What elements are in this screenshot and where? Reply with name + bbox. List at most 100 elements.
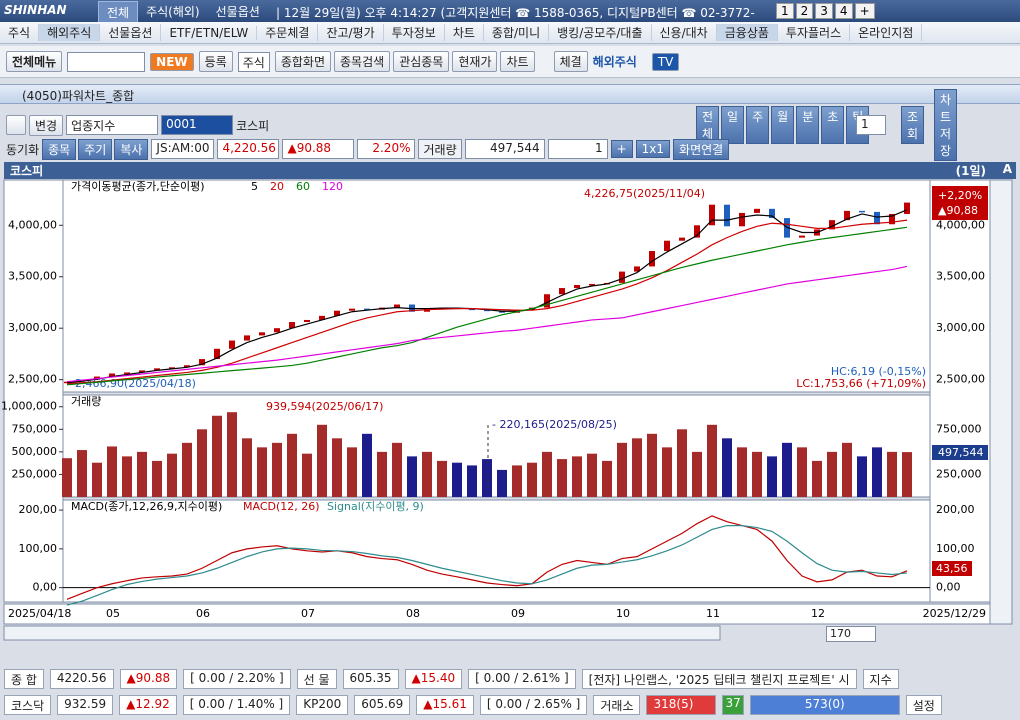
y-tick-label: 1,000,000 <box>1 400 57 413</box>
period-button[interactable]: 분 <box>796 106 820 144</box>
ticker-cell[interactable]: 선 물 <box>296 669 337 689</box>
ticker-cell[interactable]: 코스닥 <box>4 695 52 715</box>
candle <box>889 213 895 225</box>
tv-button[interactable]: TV <box>651 52 680 71</box>
unit-select[interactable]: 1 <box>547 139 608 159</box>
code-input[interactable]: 0001 <box>161 115 234 135</box>
plus-button[interactable]: + <box>610 140 633 158</box>
menu-item[interactable]: 신용/대차 <box>652 24 717 41</box>
toolbar-button[interactable]: 종합화면 <box>274 51 332 72</box>
ticker-cell[interactable]: ▲90.88 <box>119 669 178 689</box>
ticker-cell[interactable]: 설정 <box>905 695 942 715</box>
sync-button[interactable]: 종목 <box>42 138 77 160</box>
save-button[interactable]: 차트저장 <box>934 89 958 161</box>
layout-button[interactable]: 1x1 <box>635 140 671 158</box>
candle <box>694 225 700 238</box>
menu-item[interactable]: 주문체결 <box>257 24 319 41</box>
toolbar-button[interactable]: 관심종목 <box>393 51 450 72</box>
tab[interactable]: 전체 <box>98 1 139 24</box>
count-input[interactable]: 1 <box>856 115 886 135</box>
menu-item[interactable]: 주식 <box>0 24 40 41</box>
candle <box>904 202 910 214</box>
volume-bar <box>467 465 477 497</box>
y-tick-label: 3,500,00 <box>8 270 57 283</box>
tab[interactable]: 선물옵션 <box>215 5 260 19</box>
ticker-cell[interactable]: 4220.56 <box>49 669 114 689</box>
menu-item[interactable]: 차트 <box>445 24 484 41</box>
ticker-cell[interactable]: KP200 <box>296 695 349 715</box>
volume-bar <box>302 453 312 497</box>
menu-item[interactable]: 투자정보 <box>384 24 445 41</box>
sync-button[interactable]: 주기 <box>78 138 113 160</box>
tool-a[interactable]: A <box>1002 162 1012 176</box>
volume-bar <box>407 456 417 497</box>
period-button[interactable]: 월 <box>771 106 795 144</box>
ticker-cell[interactable]: 종 합 <box>4 669 44 689</box>
right-axis <box>929 179 991 603</box>
menu-item[interactable]: ETF/ETN/ELW <box>161 25 258 40</box>
volume: 497,544 <box>464 139 545 159</box>
page-button[interactable]: 2 <box>795 3 814 19</box>
link-button[interactable]: 화면연결 <box>673 138 730 160</box>
change-button[interactable]: 변경 <box>29 114 64 136</box>
period-button[interactable]: 일 <box>721 106 745 144</box>
volume-bar <box>152 460 162 497</box>
ticker-cell[interactable]: 37 <box>722 695 744 715</box>
toolbar-button[interactable]: 종목검색 <box>334 51 391 72</box>
ticker-cell[interactable]: ▲15.61 <box>416 695 474 715</box>
ticker-cell[interactable]: ▲12.92 <box>119 695 177 715</box>
menu-item[interactable]: 뱅킹/공모주/대출 <box>549 24 652 41</box>
register-button[interactable]: 등록 <box>198 51 233 72</box>
page-button[interactable]: 3 <box>815 3 833 19</box>
ticker-cell[interactable]: [ 0.00 / 2.61% ] <box>468 669 576 689</box>
rate: 2.20% <box>357 139 416 159</box>
ticker-cell[interactable]: 318(5) <box>646 695 717 715</box>
ticker-cell[interactable]: 605.69 <box>354 695 411 715</box>
overseas-link[interactable]: 해외주식 <box>592 55 637 69</box>
market-select[interactable]: 주식 <box>237 51 270 72</box>
ticker-cell[interactable]: [전자] 나인랩스, '2025 딥테크 챌린지 프로젝트' 시 <box>581 669 857 689</box>
ticker-cell[interactable]: 거래소 <box>593 695 641 715</box>
menu-item[interactable]: 해외주식 <box>39 24 101 41</box>
ticker-cell[interactable]: [ 0.00 / 2.20% ] <box>183 669 291 689</box>
menu-item[interactable]: 선물옵션 <box>100 24 162 41</box>
toolbar-button[interactable]: 현재가 <box>452 51 498 72</box>
ticker-cell[interactable]: [ 0.00 / 2.65% ] <box>479 695 588 715</box>
menu-item[interactable]: 금융상품 <box>716 24 778 41</box>
menu-item[interactable]: 잔고/평가 <box>318 24 384 41</box>
candle <box>244 335 250 341</box>
search-input[interactable] <box>67 51 146 72</box>
panel <box>62 499 931 603</box>
menu-item[interactable]: 투자플러스 <box>778 24 851 41</box>
ticker-cell[interactable]: 지수 <box>862 669 899 689</box>
page-button[interactable]: 4 <box>834 3 853 19</box>
menu-item[interactable]: 온라인지점 <box>850 24 923 41</box>
period-button[interactable]: 초 <box>821 106 845 144</box>
volume-bar <box>857 456 867 497</box>
page-button[interactable]: 1 <box>776 3 794 19</box>
ticker-cell[interactable]: [ 0.00 / 1.40% ] <box>182 695 291 715</box>
all-menu[interactable]: 전체메뉴 <box>6 51 63 72</box>
index-type[interactable]: 업종지수 <box>66 115 159 135</box>
period-button[interactable]: 주 <box>746 106 770 144</box>
page-button[interactable]: + <box>854 3 875 19</box>
period-button[interactable]: 전체 <box>696 106 720 144</box>
menu-item[interactable]: 종합/미니 <box>484 24 550 41</box>
new-button[interactable]: NEW <box>150 52 194 71</box>
lookup-button[interactable]: 조회 <box>901 106 925 144</box>
sync-button[interactable]: 복사 <box>114 138 149 160</box>
ticker-cell[interactable]: 932.59 <box>57 695 114 715</box>
tab[interactable]: 주식(해외) <box>146 5 200 19</box>
icon-button[interactable] <box>6 115 26 135</box>
scroll-count[interactable]: 170 <box>826 626 876 642</box>
ticker-cell[interactable]: ▲15.40 <box>404 669 463 689</box>
y-tick-label: 250,000 <box>12 467 58 480</box>
ticker-cell[interactable]: 573(0) <box>749 695 900 715</box>
y-tick-label-right: 200,00 <box>936 503 975 516</box>
candle <box>679 237 685 241</box>
series-line <box>66 226 908 386</box>
ticker-cell[interactable]: 605.35 <box>342 669 399 689</box>
toolbar-button[interactable]: 차트 <box>500 51 535 72</box>
fill-button[interactable]: 체결 <box>553 51 588 72</box>
y-tick-label: 3,000,00 <box>8 321 57 334</box>
